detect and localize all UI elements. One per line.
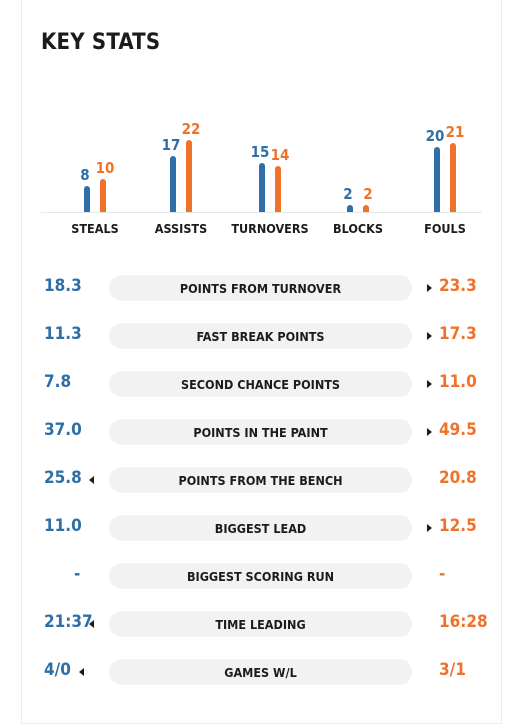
leader-right-arrow-icon [427,428,432,436]
stat-value-team-a: 7.8 [44,372,72,392]
leader-right-arrow-icon [427,332,432,340]
stat-row: 25.8 POINTS FROM THE BENCH 20.8 [22,456,501,504]
stat-row: 37.0 POINTS IN THE PAINT 49.5 [22,408,501,456]
chart-value-team-a: 2 [343,185,353,204]
section-title: KEY STATS [41,30,161,55]
leader-left-arrow-icon [89,476,94,484]
stat-value-team-b: 16:28 [439,612,488,632]
chart-bar-team-a [170,156,176,212]
stat-value-team-b: 23.3 [439,276,477,296]
chart-value-team-a: 20 [425,126,445,145]
chart-bar-team-b [450,143,456,212]
chart-bar-team-a [84,185,90,212]
chart-category-label: ASSISTS [154,221,208,236]
stat-value-team-b: 49.5 [439,420,477,440]
stat-label: GAMES W/L [109,659,412,685]
chart-group: 17 22 ASSISTS [151,110,211,240]
stat-value-team-b: 20.8 [439,468,477,488]
chart-bar-team-b [363,205,369,212]
stat-label: POINTS FROM THE BENCH [109,467,412,493]
stat-value-team-a: 4/0 [44,660,71,680]
stat-label: FAST BREAK POINTS [109,323,412,349]
chart-category-label: STEALS [71,221,119,236]
stat-label: BIGGEST LEAD [109,515,412,541]
leader-right-arrow-icon [427,380,432,388]
stat-value-team-a: 37.0 [44,420,82,440]
key-stats-bar-chart: 8 10 STEALS 17 22 ASSISTS 15 14 TURNOVERS 2 2 BLOCK… [41,110,482,240]
chart-value-team-a: 8 [80,165,90,184]
stat-row: 11.0 BIGGEST LEAD 12.5 [22,504,501,552]
leader-left-arrow-icon [89,620,94,628]
chart-bar-team-a [259,162,265,212]
chart-value-team-b: 10 [95,159,115,178]
chart-group: 8 10 STEALS [65,110,125,240]
stat-value-team-a: 18.3 [44,276,82,296]
chart-value-team-b: 22 [181,120,201,138]
chart-bar-team-b [100,179,106,212]
chart-value-team-a: 17 [161,136,181,155]
stat-label: BIGGEST SCORING RUN [109,563,412,589]
stat-value-team-b: 11.0 [439,372,477,392]
stat-value-team-a: 21:37 [44,612,93,632]
stat-value-team-b: - [439,564,446,584]
stat-label: SECOND CHANCE POINTS [109,371,412,397]
stat-row: 21:37 TIME LEADING 16:28 [22,600,501,648]
stat-row: 7.8 SECOND CHANCE POINTS 11.0 [22,360,501,408]
chart-category-label: TURNOVERS [231,221,309,236]
leader-right-arrow-icon [427,524,432,532]
chart-bar-team-b [275,166,281,212]
chart-bar-team-b [186,140,192,212]
chart-value-team-a: 15 [250,142,270,161]
stat-value-team-b: 12.5 [439,516,477,536]
chart-group: 2 2 BLOCKS [328,110,388,240]
chart-bar-team-a [347,205,353,212]
chart-category-label: FOULS [424,221,466,236]
stat-value-team-b: 17.3 [439,324,477,344]
stat-row: 18.3 POINTS FROM TURNOVER 23.3 [22,264,501,312]
chart-baseline [41,212,482,213]
chart-value-team-b: 2 [363,185,373,204]
leader-right-arrow-icon [427,284,432,292]
stat-value-team-a: 25.8 [44,468,82,488]
stat-row: - BIGGEST SCORING RUN - [22,552,501,600]
stat-value-team-a: 11.3 [44,324,82,344]
stat-label: POINTS IN THE PAINT [109,419,412,445]
leader-left-arrow-icon [79,668,84,676]
stat-value-team-b: 3/1 [439,660,466,680]
chart-value-team-b: 14 [270,146,290,165]
chart-category-label: BLOCKS [333,221,383,236]
stat-value-team-a: - [74,564,81,584]
stat-row: 4/0 GAMES W/L 3/1 [22,648,501,696]
chart-bar-team-a [434,146,440,212]
chart-group: 15 14 TURNOVERS [231,110,308,240]
stat-label: TIME LEADING [109,611,412,637]
stat-row: 11.3 FAST BREAK POINTS 17.3 [22,312,501,360]
stat-value-team-a: 11.0 [44,516,82,536]
chart-value-team-b: 21 [445,123,465,142]
stat-label: POINTS FROM TURNOVER [109,275,412,301]
key-stats-card: KEY STATS 8 10 STEALS 17 22 ASSISTS 15 14 TURNOV… [21,0,502,724]
chart-group: 20 21 FOULS [415,110,475,240]
